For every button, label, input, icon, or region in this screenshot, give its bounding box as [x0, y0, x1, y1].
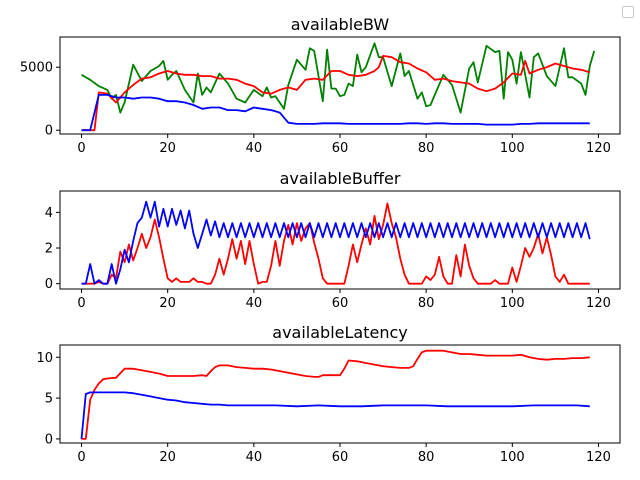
y-tick-label: 0	[45, 124, 53, 139]
y-tick-label: 2	[45, 242, 53, 257]
y-tick-label: 5	[45, 392, 53, 407]
series-line-3	[81, 94, 590, 132]
y-tick-label: 10	[36, 351, 53, 366]
series-line-2	[80, 391, 590, 439]
chart-panel-availableBuffer: availableBuffer 0 20 40 60 80 100 120 0 2 4	[45, 169, 621, 311]
x-tick-label: 120	[586, 296, 611, 311]
y-tick-label: 4	[45, 206, 53, 221]
x-tick-label: 40	[246, 296, 263, 311]
axes-frame	[59, 36, 621, 135]
series-line-2	[81, 200, 591, 285]
chart-panel-availableBW: availableBW 0 20 40 60 80 100 120 0 5000	[20, 15, 621, 156]
series-line-1	[81, 42, 596, 114]
chart-title: availableBW	[291, 15, 390, 34]
chart-panel-availableLatency: availableLatency 0 20 40 60 80 100 120 0 5 10	[36, 323, 621, 465]
x-tick-label: 120	[586, 141, 611, 156]
axes-frame	[59, 344, 621, 444]
x-tick-label: 0	[77, 141, 85, 156]
x-tick-label: 100	[500, 296, 525, 311]
x-tick-label: 80	[418, 296, 435, 311]
y-tick-label: 5000	[20, 61, 53, 76]
x-tick-label: 40	[246, 450, 263, 465]
plot-area	[80, 349, 590, 440]
x-tick-label: 100	[500, 450, 525, 465]
x-tick-label: 80	[418, 141, 435, 156]
y-tick-label: 0	[45, 277, 53, 292]
x-tick-label: 120	[586, 450, 611, 465]
series-line-1	[81, 349, 590, 440]
x-tick-label: 0	[77, 450, 85, 465]
x-tick-label: 0	[77, 296, 85, 311]
plot-area	[81, 200, 591, 285]
x-tick-label: 40	[246, 141, 263, 156]
series-line-1	[81, 202, 590, 285]
plot-area	[81, 42, 596, 132]
x-tick-label: 60	[332, 141, 349, 156]
x-tick-label: 60	[332, 450, 349, 465]
x-tick-label: 20	[159, 450, 176, 465]
x-tick-label: 100	[500, 141, 525, 156]
series-line-2	[81, 55, 591, 132]
x-tick-label: 20	[159, 141, 176, 156]
x-tick-label: 60	[332, 296, 349, 311]
x-tick-label: 80	[418, 450, 435, 465]
chart-title: availableBuffer	[280, 169, 401, 188]
chart-title: availableLatency	[272, 323, 407, 342]
x-tick-label: 20	[159, 296, 176, 311]
y-tick-label: 0	[45, 432, 53, 447]
window-restore-icon[interactable]	[622, 6, 634, 18]
